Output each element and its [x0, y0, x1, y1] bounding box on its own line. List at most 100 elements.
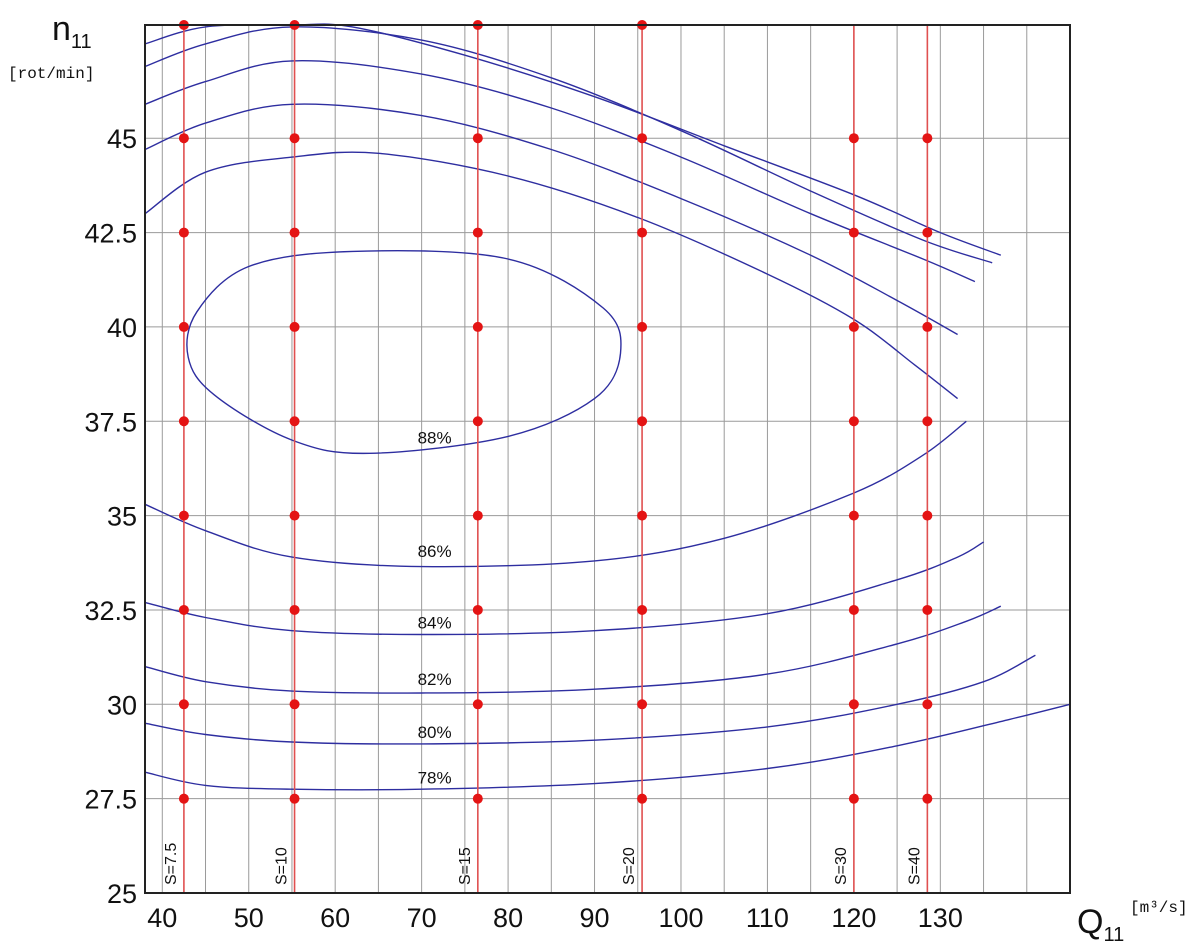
grid	[145, 25, 1071, 894]
measurement-point	[178, 793, 189, 804]
measurement-point	[922, 133, 933, 144]
y-axis-label-main: n	[52, 10, 71, 48]
measurement-point	[178, 510, 189, 521]
measurement-point	[848, 699, 859, 710]
measurement-point	[472, 416, 483, 427]
x-tick-label: 60	[320, 903, 350, 933]
measurement-point	[922, 416, 933, 427]
measurement-point	[289, 321, 300, 332]
measurement-point	[472, 604, 483, 615]
efficiency-curve	[144, 541, 984, 636]
efficiency-curve	[144, 103, 958, 336]
efficiency-curve	[144, 654, 1036, 745]
y-tick-label: 32.5	[84, 596, 137, 626]
y-tick-label: 45	[107, 124, 137, 154]
efficiency-curve	[186, 250, 622, 455]
y-tick-label: 27.5	[84, 785, 137, 815]
efficiency-curve-label: 80%	[418, 723, 452, 742]
x-tick-label: 100	[658, 903, 703, 933]
measurement-point	[289, 416, 300, 427]
measurement-point	[848, 227, 859, 238]
efficiency-curve	[144, 23, 1002, 256]
measurement-point	[178, 227, 189, 238]
measurement-point	[289, 604, 300, 615]
measurement-point	[289, 699, 300, 710]
efficiency-curves: 78% 80% 82% 84% 86% 88%	[144, 23, 1071, 791]
opening-line-label: S=7.5	[163, 843, 180, 885]
measurement-point	[472, 793, 483, 804]
measurement-point	[848, 604, 859, 615]
measurement-point	[637, 510, 648, 521]
measurement-point	[848, 510, 859, 521]
opening-line-label: S=40	[906, 847, 923, 885]
y-tick-label: 35	[107, 502, 137, 532]
measurement-point	[637, 321, 648, 332]
measurement-point	[922, 510, 933, 521]
y-axis-label: n11	[52, 10, 92, 53]
measurement-point	[848, 793, 859, 804]
y-tick-label: 30	[107, 690, 137, 720]
x-tick-label: 50	[234, 903, 264, 933]
x-axis-label: Q11	[1077, 903, 1124, 942]
efficiency-curve-label: 78%	[418, 768, 452, 787]
opening-lines: S=7.5 S=10 S=15 S=20 S=30 S=40	[163, 25, 929, 893]
efficiency-curve	[144, 60, 976, 283]
measurement-point	[289, 510, 300, 521]
efficiency-curve-label: 82%	[418, 670, 452, 689]
efficiency-curve	[144, 151, 959, 400]
measurement-point	[637, 793, 648, 804]
measurement-point	[289, 227, 300, 238]
measurement-point	[637, 604, 648, 615]
x-tick-label: 130	[918, 903, 963, 933]
measurement-point	[637, 133, 648, 144]
measurement-point	[848, 416, 859, 427]
x-tick-label: 120	[831, 903, 876, 933]
measurement-point	[637, 699, 648, 710]
tick-labels: 40 50 60 70 80 90 100 110 120 130 25 27.5 30 32.5 35 37…	[84, 124, 962, 933]
efficiency-curve	[144, 26, 993, 264]
x-axis-label-sub: 11	[1103, 924, 1124, 942]
measurement-point	[178, 133, 189, 144]
measurement-point	[472, 699, 483, 710]
x-axis-unit: [m³/s]	[1130, 899, 1188, 917]
measurement-point	[178, 416, 189, 427]
measurement-point	[922, 227, 933, 238]
efficiency-curve-label: 88%	[418, 429, 452, 448]
y-tick-label: 37.5	[84, 407, 137, 437]
plot-frame	[144, 24, 1071, 894]
measurement-point	[178, 699, 189, 710]
measurement-point	[472, 321, 483, 332]
measurement-point	[178, 321, 189, 332]
measurement-point	[289, 133, 300, 144]
x-tick-label: 110	[746, 903, 789, 933]
opening-line-label: S=30	[833, 847, 850, 885]
efficiency-curve	[144, 605, 1002, 694]
measurement-point	[848, 321, 859, 332]
measurement-point	[637, 227, 648, 238]
x-tick-label: 90	[580, 903, 610, 933]
efficiency-curve	[144, 420, 967, 568]
x-tick-label: 40	[147, 903, 177, 933]
measurement-point	[289, 793, 300, 804]
measurement-point	[637, 416, 648, 427]
y-axis-label-sub: 11	[71, 31, 92, 53]
efficiency-curve-label: 86%	[418, 542, 452, 561]
measurement-points	[178, 20, 933, 804]
x-axis-label-main: Q	[1077, 903, 1103, 941]
y-tick-label: 25	[107, 879, 137, 909]
y-tick-label: 40	[107, 313, 137, 343]
opening-line-label: S=15	[457, 847, 474, 885]
y-axis-unit: [rot/min]	[8, 65, 94, 83]
measurement-point	[922, 604, 933, 615]
measurement-point	[472, 133, 483, 144]
measurement-point	[922, 699, 933, 710]
efficiency-curve	[144, 703, 1071, 791]
y-tick-label: 42.5	[84, 219, 137, 249]
measurement-point	[472, 510, 483, 521]
opening-line-label: S=10	[274, 847, 291, 885]
opening-line-label: S=20	[621, 847, 638, 885]
measurement-point	[848, 133, 859, 144]
efficiency-curve-label: 84%	[418, 614, 452, 633]
measurement-point	[922, 793, 933, 804]
